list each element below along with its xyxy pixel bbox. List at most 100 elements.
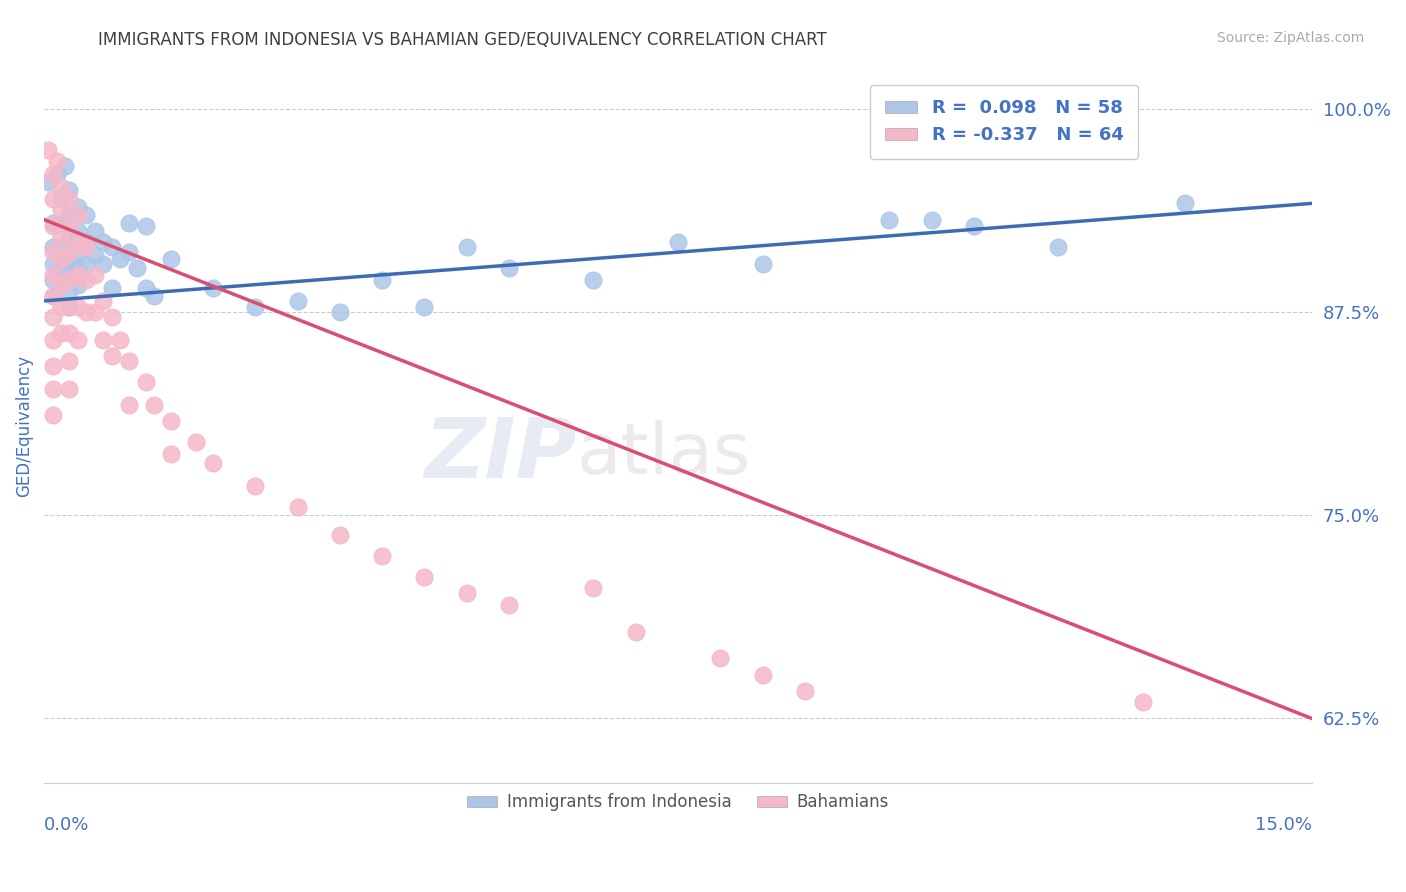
Point [66,224,89,238]
Point [41,167,63,181]
Point [41,240,63,254]
Point [41,192,63,206]
Text: 0.0%: 0.0% [44,815,90,834]
Point [125,261,148,276]
Point [49,180,72,194]
Point [624,625,647,640]
Point [135,375,157,389]
Point [41,382,63,396]
Point [202,281,225,295]
Point [1174,196,1197,211]
Point [582,273,605,287]
Point [117,245,139,260]
Point [58,301,80,315]
Point [751,667,773,681]
Point [58,273,80,287]
Point [66,200,89,214]
Point [49,256,72,270]
Point [49,202,72,217]
Point [66,261,89,276]
Point [58,183,80,197]
Point [75,305,97,319]
Point [66,277,89,292]
Point [49,192,72,206]
Point [91,333,114,347]
Point [143,398,166,412]
Point [58,382,80,396]
Point [456,240,478,254]
Point [58,284,80,298]
Point [91,235,114,250]
Point [41,289,63,303]
Point [456,586,478,600]
Point [75,273,97,287]
Point [49,273,72,287]
Point [41,219,63,234]
Point [83,248,105,262]
Point [91,293,114,308]
Point [41,273,63,287]
Point [45,154,67,169]
Point [371,549,394,563]
Point [45,167,67,181]
Text: ZIP: ZIP [425,414,576,495]
Point [49,326,72,341]
Point [287,293,309,308]
Point [58,326,80,341]
Point [58,301,80,315]
Point [666,235,689,250]
Point [371,273,394,287]
Point [66,268,89,282]
Point [245,479,267,493]
Point [41,216,63,230]
Point [143,289,166,303]
Point [100,310,122,325]
Point [160,447,183,461]
Point [66,333,89,347]
Point [245,301,267,315]
Point [879,212,901,227]
Point [1132,695,1154,709]
Point [49,228,72,243]
Point [49,277,72,292]
Point [41,359,63,373]
Point [100,240,122,254]
Point [100,281,122,295]
Point [413,570,436,584]
Legend: Immigrants from Indonesia, Bahamians: Immigrants from Indonesia, Bahamians [460,787,896,818]
Point [100,349,122,363]
Point [108,333,131,347]
Point [53,159,76,173]
Point [66,235,89,250]
Point [963,219,986,234]
Point [329,305,352,319]
Point [37,143,59,157]
Point [58,252,80,266]
Point [751,256,773,270]
Point [117,354,139,368]
Point [66,208,89,222]
Text: atlas: atlas [576,420,751,489]
Point [160,252,183,266]
Point [108,252,131,266]
Point [329,528,352,542]
Point [160,414,183,428]
Point [117,216,139,230]
Text: Source: ZipAtlas.com: Source: ZipAtlas.com [1216,31,1364,45]
Point [41,289,63,303]
Y-axis label: GED/Equivalency: GED/Equivalency [15,355,32,497]
Point [58,245,80,260]
Point [41,256,63,270]
Point [75,240,97,254]
Point [75,208,97,222]
Point [83,224,105,238]
Point [709,651,731,665]
Point [75,235,97,250]
Point [582,582,605,596]
Point [135,219,157,234]
Point [41,333,63,347]
Point [41,268,63,282]
Point [58,219,80,234]
Point [41,408,63,422]
Point [413,301,436,315]
